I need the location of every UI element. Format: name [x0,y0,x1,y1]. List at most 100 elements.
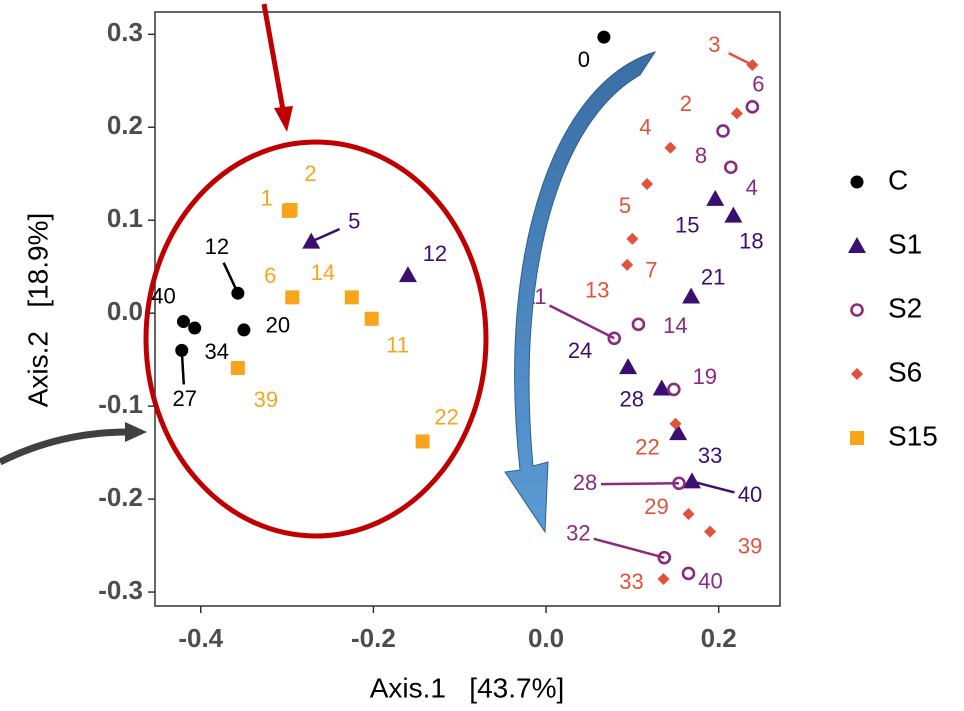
point-label: 5 [348,208,360,233]
point [621,258,634,271]
point [175,343,189,357]
point-label: 18 [739,228,763,253]
x-axis-label: Axis.1 [43.7%] [370,672,565,703]
point [188,321,202,335]
point [664,141,677,154]
point-label: 5 [619,193,631,218]
point-label: 22 [434,404,458,429]
point-label: 40 [151,283,175,308]
x-tick-label: 0.2 [701,623,737,653]
point-label: 15 [675,213,699,238]
leader-line [600,482,680,486]
point [657,573,670,586]
point [607,331,622,346]
point-label: 8 [695,143,707,168]
legend-marker [848,237,866,253]
point-label: 34 [204,339,228,364]
point-label: 28 [619,386,643,411]
point [344,290,359,305]
point [669,424,688,441]
point [597,30,611,44]
point [706,189,725,206]
point-label: 3 [708,32,720,57]
point [682,507,695,520]
x-tick-label: -0.2 [351,623,396,653]
legend-marker [850,431,864,445]
point [230,361,245,376]
point-label: 4 [639,115,651,140]
point-label: 22 [635,435,659,460]
point [745,100,760,114]
point-label: 40 [738,482,762,507]
leader-line [593,537,665,559]
highlight-ellipse [143,139,489,539]
point-label: 40 [698,568,722,593]
point-label: 28 [573,470,597,495]
point [364,311,379,326]
point-label: 14 [311,260,335,285]
y-tick-label: -0.1 [98,389,143,419]
point-label: 2 [304,161,316,186]
point-label: 33 [698,443,722,468]
point-label: 14 [663,313,687,338]
point [672,476,686,491]
legend-marker [850,175,864,189]
point [704,525,717,538]
point-label: 39 [254,387,278,412]
y-tick-label: -0.2 [98,482,143,512]
point-label: 11 [386,333,409,358]
point [681,566,696,581]
point-label: 24 [568,338,592,363]
point-label: 19 [693,364,717,389]
point [285,290,300,305]
point [723,160,738,175]
point [724,206,743,223]
point-label: 29 [644,494,668,519]
leader-line [691,480,735,494]
y-tick-label: 0.1 [107,203,143,233]
point [657,550,672,565]
point-label: 6 [264,263,276,288]
point [283,203,298,217]
point [626,232,639,245]
point-label: 39 [738,533,762,558]
y-axis-label: Axis.2 [18.9%] [22,213,53,408]
legend-label: S1 [888,228,922,259]
point [631,317,646,332]
point [641,177,654,190]
x-tick-label: -0.4 [178,623,223,653]
point-label: 6 [752,72,764,97]
point-label: 4 [746,175,758,200]
point [667,382,681,397]
legend-marker [850,303,864,317]
plot-frame [154,11,781,607]
legend-label: S2 [888,292,922,323]
blue-arrow [504,51,657,534]
point [682,472,701,489]
legend-label: C [888,164,908,195]
plot-area: 0124034202751215182124283340684141119283… [151,30,765,594]
legend: C S1 S2 S6 S15 [848,164,938,451]
point [746,58,759,71]
point-label: 27 [173,386,197,411]
leader-line [548,304,615,340]
y-tick-label: 0.0 [107,296,143,326]
grey-arrow [0,422,147,466]
point [730,107,743,120]
point [619,358,638,375]
point [415,434,430,449]
point-label: 2 [680,91,692,116]
point [231,286,245,300]
point-label: 0 [578,47,590,72]
point [669,417,682,430]
point-label: 20 [266,313,290,338]
point-label: 1 [261,186,273,211]
x-tick-label: 0.0 [528,623,564,653]
point [237,323,251,337]
point [652,379,671,396]
point [716,124,730,138]
point [682,287,701,304]
y-tick-label: 0.2 [107,110,143,140]
point-label: 12 [205,234,229,259]
